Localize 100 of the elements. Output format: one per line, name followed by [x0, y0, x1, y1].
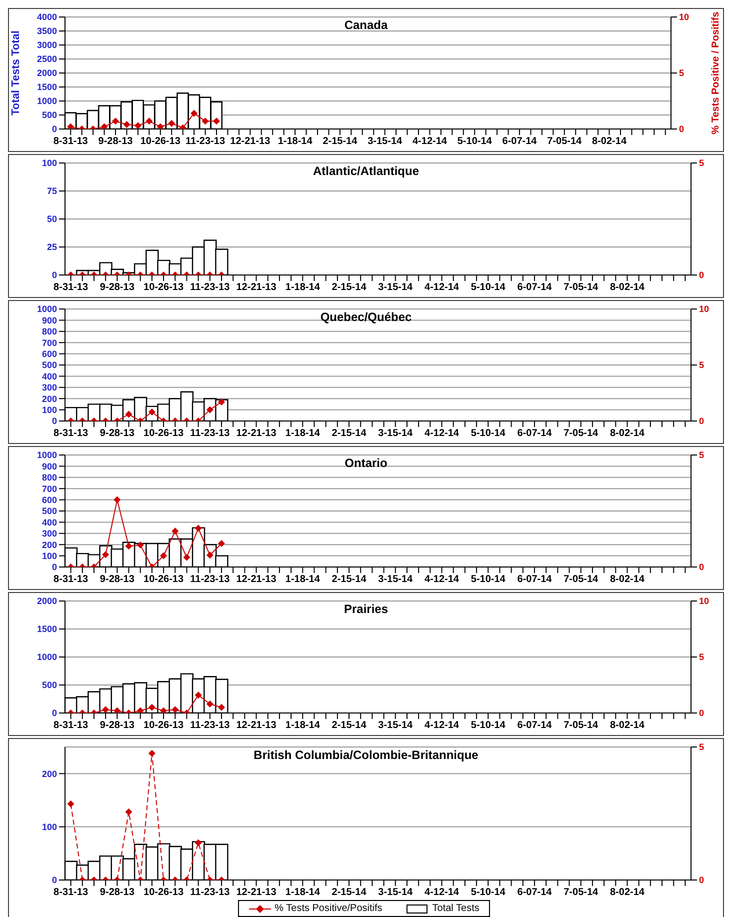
y2-tick-label: 0 — [699, 562, 704, 572]
y-tick-label: 700 — [42, 338, 57, 348]
y-tick-label: 75 — [46, 186, 57, 196]
x-tick-label: 6-07-14 — [517, 428, 552, 440]
legend-label: % Tests Positive/Positifs — [274, 903, 382, 914]
x-tick-label: 11-23-13 — [190, 574, 230, 586]
y-tick-label: 100 — [42, 158, 57, 168]
y-tick-label: 500 — [42, 360, 57, 370]
x-tick-label: 8-02-14 — [610, 574, 645, 586]
x-tick-label: 8-31-13 — [54, 428, 88, 440]
x-tick-label: 10-26-13 — [144, 428, 184, 440]
y2-tick-label: 0 — [699, 416, 704, 426]
chart-title: Quebec/Québec — [320, 310, 412, 324]
x-tick-label: 2-15-14 — [322, 136, 358, 148]
x-tick-label: 2-15-14 — [332, 720, 367, 732]
x-tick-label: 4-12-14 — [424, 282, 460, 294]
y2-tick-label: 5 — [699, 360, 704, 370]
x-tick-label: 3-15-14 — [368, 136, 403, 148]
y2-tick-label: 0 — [699, 708, 704, 718]
chart-title: British Columbia/Colombie-Britannique — [254, 748, 478, 762]
y2-tick-label: 5 — [699, 742, 704, 752]
x-tick-label: 1-18-14 — [285, 720, 320, 732]
y-tick-label: 0 — [52, 124, 57, 134]
y-tick-label: 800 — [42, 326, 57, 337]
x-tick-label: 7-05-14 — [564, 887, 599, 898]
chart-title: Atlantic/Atlantique — [312, 164, 419, 178]
y2-tick-label: 0 — [699, 270, 704, 280]
y-tick-label: 500 — [42, 506, 57, 516]
x-tick-label: 8-31-13 — [54, 720, 88, 732]
x-tick-label: 3-15-14 — [378, 887, 414, 898]
y-tick-label: 0 — [52, 416, 57, 426]
y-tick-label: 200 — [42, 394, 57, 404]
y-tick-label: 200 — [42, 540, 57, 550]
x-tick-label: 2-15-14 — [332, 574, 367, 586]
y-tick-label: 1000 — [36, 450, 57, 460]
x-tick-label: 1-18-14 — [285, 282, 320, 294]
x-tick-label: 12-21-13 — [236, 282, 277, 294]
y2-tick-label: 10 — [699, 596, 710, 606]
y2-tick-label: 0 — [679, 124, 684, 134]
x-tick-label: 8-31-13 — [54, 282, 88, 294]
y-tick-label: 4000 — [36, 12, 57, 22]
y-tick-label: 1500 — [36, 82, 57, 92]
x-tick-label: 5-10-14 — [457, 136, 492, 148]
x-tick-label: 5-10-14 — [470, 574, 506, 586]
x-tick-label: 7-05-14 — [564, 282, 599, 294]
chart-title: Ontario — [344, 456, 388, 470]
x-tick-label: 3-15-14 — [378, 282, 414, 294]
y-tick-label: 1500 — [36, 624, 57, 634]
x-tick-label: 8-31-13 — [53, 136, 88, 148]
y-tick-label: 2000 — [36, 68, 57, 78]
y-tick-label: 700 — [42, 484, 57, 494]
y-tick-label: 25 — [46, 242, 57, 252]
y-tick-label: 0 — [52, 270, 57, 280]
y-tick-label: 1000 — [36, 304, 57, 314]
y2-tick-label: 5 — [699, 158, 704, 168]
y-tick-label: 300 — [42, 382, 57, 393]
y-tick-label: 50 — [46, 214, 57, 224]
chart-title: Prairies — [344, 602, 388, 616]
x-tick-label: 11-23-13 — [190, 720, 230, 732]
y-tick-label: 400 — [42, 517, 57, 528]
y2-tick-label: 5 — [699, 652, 704, 662]
y2-tick-label: 5 — [699, 450, 704, 460]
x-tick-label: 1-18-14 — [278, 136, 313, 148]
y-tick-label: 2500 — [36, 54, 57, 64]
y2-tick-label: 10 — [679, 12, 690, 22]
x-tick-label: 8-31-13 — [54, 574, 88, 586]
x-tick-label: 7-05-14 — [547, 136, 582, 148]
x-tick-label: 4-12-14 — [424, 428, 460, 440]
x-tick-label: 6-07-14 — [502, 136, 538, 148]
x-tick-label: 7-05-14 — [564, 720, 599, 732]
x-tick-label: 12-21-13 — [230, 136, 271, 148]
y-tick-label: 100 — [42, 550, 57, 561]
y2-tick-label: 10 — [699, 304, 710, 314]
x-tick-label: 4-12-14 — [412, 136, 448, 148]
y-tick-label: 800 — [42, 472, 57, 483]
y2-tick-label: 0 — [699, 875, 704, 886]
y-tick-label: 900 — [42, 461, 57, 472]
x-tick-label: 10-26-13 — [144, 720, 184, 732]
x-tick-label: 4-12-14 — [424, 887, 460, 898]
x-tick-label: 8-02-14 — [610, 887, 645, 898]
x-tick-label: 10-26-13 — [140, 136, 181, 148]
x-tick-label: 5-10-14 — [470, 282, 506, 294]
x-tick-label: 1-18-14 — [285, 574, 320, 586]
x-tick-label: 2-15-14 — [332, 428, 367, 440]
x-tick-label: 4-12-14 — [424, 574, 460, 586]
y-tick-label: 500 — [42, 680, 57, 690]
x-tick-label: 8-02-14 — [610, 428, 645, 440]
y-tick-label: 0 — [52, 562, 57, 572]
x-tick-label: 8-02-14 — [610, 282, 645, 294]
x-tick-label: 11-23-13 — [190, 282, 230, 294]
x-tick-label: 9-28-13 — [98, 136, 134, 148]
x-tick-label: 6-07-14 — [517, 574, 552, 586]
y-tick-label: 600 — [42, 494, 57, 505]
x-tick-label: 9-28-13 — [100, 282, 135, 294]
x-tick-label: 3-15-14 — [378, 720, 414, 732]
x-tick-label: 10-26-13 — [144, 887, 184, 898]
x-tick-label: 9-28-13 — [100, 574, 135, 586]
x-tick-label: 7-05-14 — [564, 428, 599, 440]
x-tick-label: 5-10-14 — [470, 428, 506, 440]
x-tick-label: 6-07-14 — [517, 282, 552, 294]
